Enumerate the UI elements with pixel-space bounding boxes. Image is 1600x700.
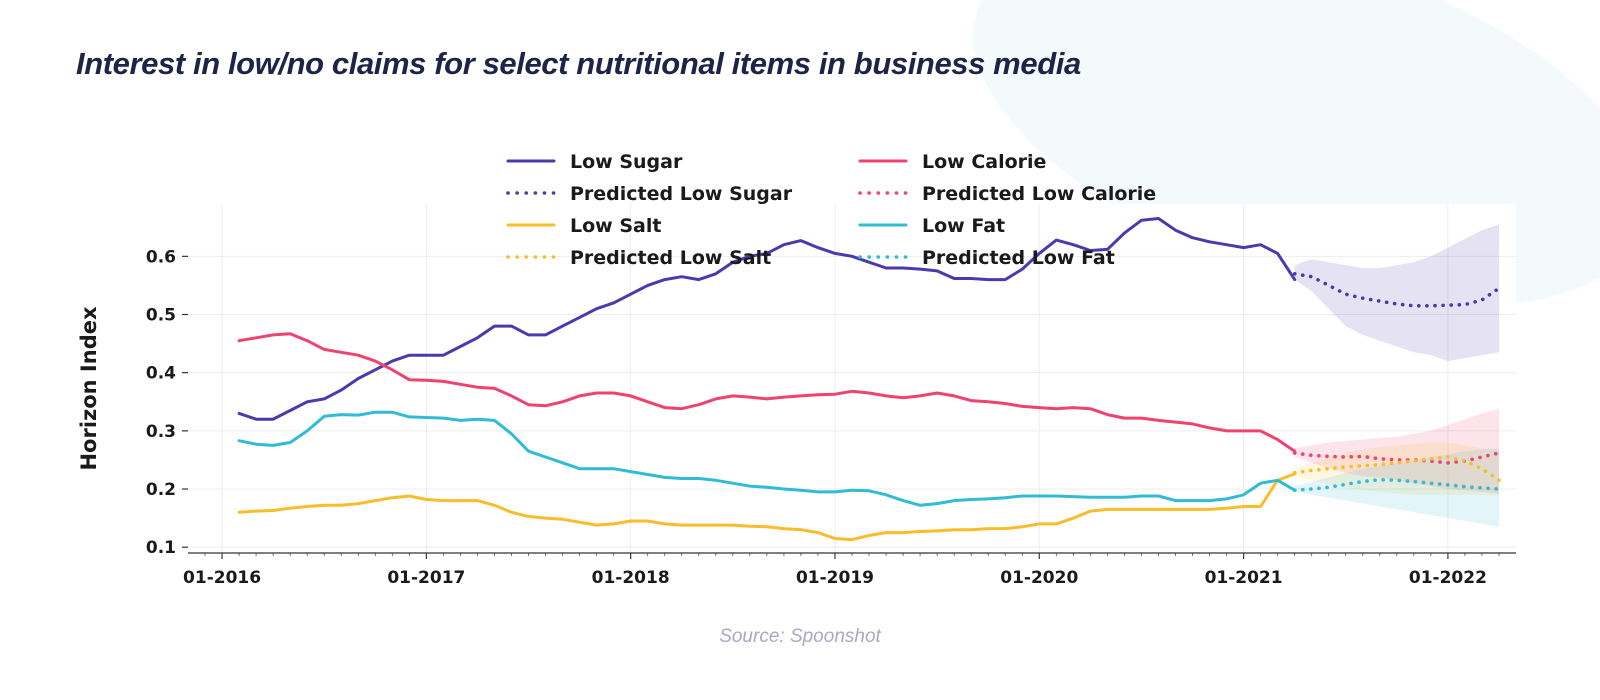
x-tick-label: 01-2017	[387, 568, 465, 588]
y-tick-label: 0.6	[146, 247, 176, 267]
legend-label: Low Salt	[570, 215, 661, 237]
predicted-low-fat-line	[1292, 477, 1501, 493]
legend-label: Predicted Low Fat	[922, 247, 1115, 269]
low-fat-line	[237, 410, 1297, 507]
legend-label: Low Calorie	[922, 151, 1046, 173]
confidence-bands	[1294, 224, 1499, 527]
legend-label: Predicted Low Sugar	[570, 183, 793, 205]
x-tick-label: 01-2022	[1409, 568, 1487, 588]
x-tick-label: 01-2018	[592, 568, 670, 588]
low-salt-line	[237, 472, 1297, 542]
axes: 01-2016 01-2017 01-2018 01-2019 01-2020 01-20…	[77, 247, 1516, 588]
y-tick-label: 0.3	[146, 422, 176, 442]
legend-label: Low Sugar	[570, 151, 683, 173]
low-calorie-line	[237, 332, 1297, 453]
page-title: Interest in low/no claims for select nut…	[76, 46, 1081, 81]
y-tick-label: 0.2	[146, 480, 176, 500]
x-tick-label: 01-2019	[796, 568, 874, 588]
x-tick-label: 01-2016	[183, 568, 261, 588]
x-tick-label: 01-2020	[1000, 568, 1078, 588]
source-note: Source: Spoonshot	[719, 626, 881, 647]
legend-label: Low Fat	[922, 215, 1005, 237]
y-axis-label: Horizon Index	[77, 306, 101, 471]
low-calorie-confidence-band	[1294, 408, 1499, 494]
x-tick-label: 01-2021	[1205, 568, 1283, 588]
legend-label: Predicted Low Salt	[570, 247, 771, 269]
series-lines	[237, 217, 1501, 542]
low-sugar-line	[237, 217, 1297, 421]
low-fat-confidence-band	[1294, 448, 1499, 527]
y-tick-label: 0.4	[146, 364, 176, 384]
y-tick-label: 0.1	[146, 538, 176, 558]
legend: Low Sugar Predicted Low Sugar Low Calorie P…	[506, 151, 1156, 269]
legend-label: Predicted Low Calorie	[922, 183, 1156, 205]
low-sugar-confidence-band	[1294, 224, 1499, 362]
y-tick-label: 0.5	[146, 306, 176, 326]
predicted-low-salt-line	[1292, 455, 1501, 483]
